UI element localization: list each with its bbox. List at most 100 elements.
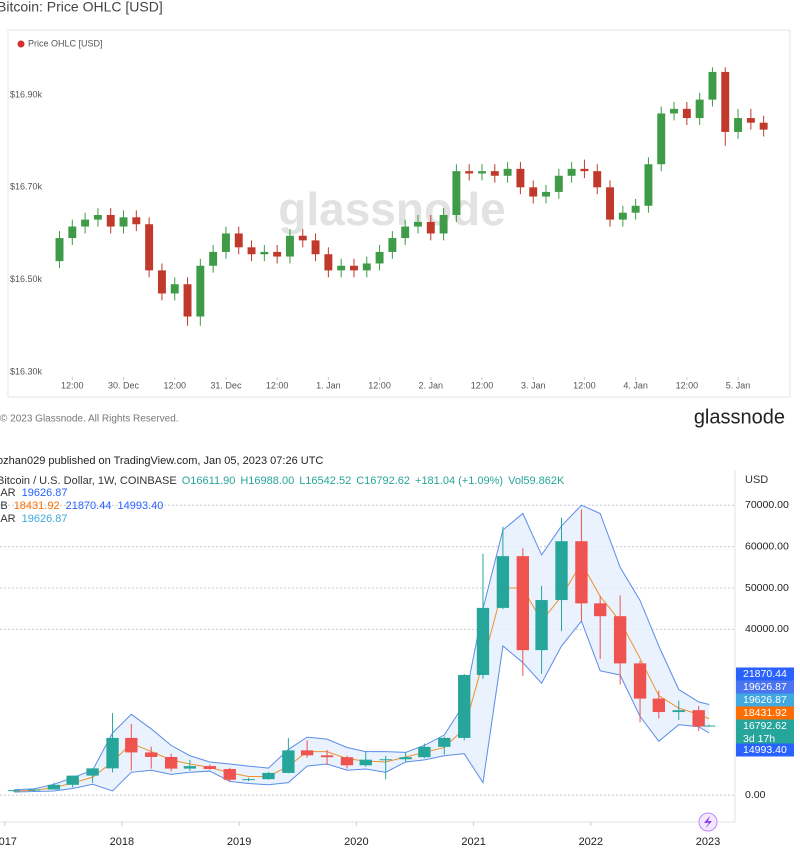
candle-body xyxy=(55,238,64,262)
candle-body xyxy=(734,118,743,132)
y-tick-label: $16.50k xyxy=(10,274,43,284)
candle-body xyxy=(516,168,525,188)
price-marker-label: 19626.87 xyxy=(743,694,787,706)
candle-body xyxy=(490,171,499,176)
price-marker-label: 14993.40 xyxy=(743,744,787,756)
candle-body xyxy=(535,600,548,651)
symbol-line: Bitcoin / U.S. Dollar, 1W, COINBASE O1661… xyxy=(0,475,565,487)
x-tick-label: 12:00 xyxy=(266,380,289,390)
candle-body xyxy=(516,556,530,651)
candle-body xyxy=(183,284,192,317)
candle-body xyxy=(575,541,588,604)
candles xyxy=(55,67,768,326)
candle-body xyxy=(164,756,178,769)
legend-dot xyxy=(17,40,25,48)
candle-body xyxy=(618,212,627,220)
indicator-value: 19626.87 xyxy=(22,513,68,525)
candle-body xyxy=(554,175,563,192)
candle-body xyxy=(223,768,236,780)
candle-body xyxy=(567,168,576,176)
candle-body xyxy=(580,168,589,172)
candle-body xyxy=(320,755,334,758)
candle-body xyxy=(439,215,448,234)
candle-body xyxy=(555,541,568,601)
candle-body xyxy=(399,757,412,760)
indicator-line: BB 18431.92 21870.44 14993.40 xyxy=(0,500,163,512)
y-tick-label: 70000.00 xyxy=(745,499,789,511)
candle-body xyxy=(670,108,679,114)
candle-body xyxy=(458,674,471,738)
price-marker-label: 18431.92 xyxy=(743,707,787,719)
candle-body xyxy=(476,607,490,675)
candle-body xyxy=(234,233,243,248)
price-marker xyxy=(736,706,794,720)
indicator-value: 18431.92 xyxy=(14,500,60,512)
candle-body xyxy=(285,235,294,257)
candle-body xyxy=(93,215,102,220)
price-marker-label: 21870.44 xyxy=(743,668,787,680)
candle-body xyxy=(282,750,295,773)
x-tick-label: 2019 xyxy=(227,836,251,848)
x-tick-label: 12:00 xyxy=(61,380,84,390)
candle-body xyxy=(759,122,768,130)
candle-body xyxy=(183,766,197,769)
ohlc-value: H16988.00 xyxy=(240,475,294,487)
candle-body xyxy=(708,71,717,100)
x-tick-label: 12:00 xyxy=(471,380,494,390)
candle-body xyxy=(359,759,372,766)
candle-body xyxy=(721,71,730,132)
candle-body xyxy=(337,265,346,271)
x-tick-label: 12:00 xyxy=(163,380,186,390)
candle-body xyxy=(478,171,486,174)
candle-body xyxy=(633,663,647,699)
price-marker xyxy=(736,667,794,681)
candle-body xyxy=(542,191,550,197)
candle-body xyxy=(132,217,141,225)
candle-body xyxy=(375,251,384,264)
candle-body xyxy=(426,221,435,234)
candle-body xyxy=(613,616,627,664)
candle-body xyxy=(362,263,371,271)
indicator-value: 21870.44 xyxy=(66,500,112,512)
x-tick-label: 5. Jan xyxy=(726,380,751,390)
chart-title: Bitcoin: Price OHLC [USD] xyxy=(0,0,163,15)
candle-body xyxy=(350,265,358,271)
price-marker xyxy=(736,693,794,707)
candles xyxy=(7,509,716,792)
candle-body xyxy=(203,766,217,769)
candle-body xyxy=(692,710,705,727)
candle-body xyxy=(644,164,653,206)
x-tick-label: 31. Dec xyxy=(210,380,242,390)
y-tick-label: 40000.00 xyxy=(745,623,789,635)
candle-body xyxy=(672,710,685,713)
x-tick-label: 2. Jan xyxy=(419,380,444,390)
candle-body xyxy=(86,768,99,776)
y-tick-label: $16.70k xyxy=(10,182,43,192)
candle-body xyxy=(68,226,77,239)
y-tick-label: $16.90k xyxy=(10,89,43,99)
y-tick-label: 50000.00 xyxy=(745,582,789,594)
x-tick-label: 2022 xyxy=(579,836,603,848)
candle-body xyxy=(106,737,119,769)
candle-body xyxy=(418,746,431,758)
candle-body xyxy=(529,187,538,197)
candle-body xyxy=(242,779,255,781)
price-marker-label: 19626.87 xyxy=(743,681,787,693)
ohlc-value: O16611.90 xyxy=(182,475,236,487)
candle-body xyxy=(119,217,128,227)
x-tick-label: 4. Jan xyxy=(623,380,648,390)
x-tick-label: 12:00 xyxy=(676,380,699,390)
candle-body xyxy=(465,171,474,174)
x-tick-label: 30. Dec xyxy=(108,380,140,390)
candle-body xyxy=(247,247,256,255)
x-tick-label: 3. Jan xyxy=(521,380,546,390)
band-lower xyxy=(14,620,710,793)
indicator-name: SAR xyxy=(0,487,16,499)
ohlc-value: +181.04 (+1.09%) xyxy=(415,475,503,487)
candle-body xyxy=(273,251,282,257)
candle-body xyxy=(682,108,691,119)
candle-body xyxy=(300,750,314,756)
candle-body xyxy=(438,737,451,747)
candle-body xyxy=(401,226,410,239)
